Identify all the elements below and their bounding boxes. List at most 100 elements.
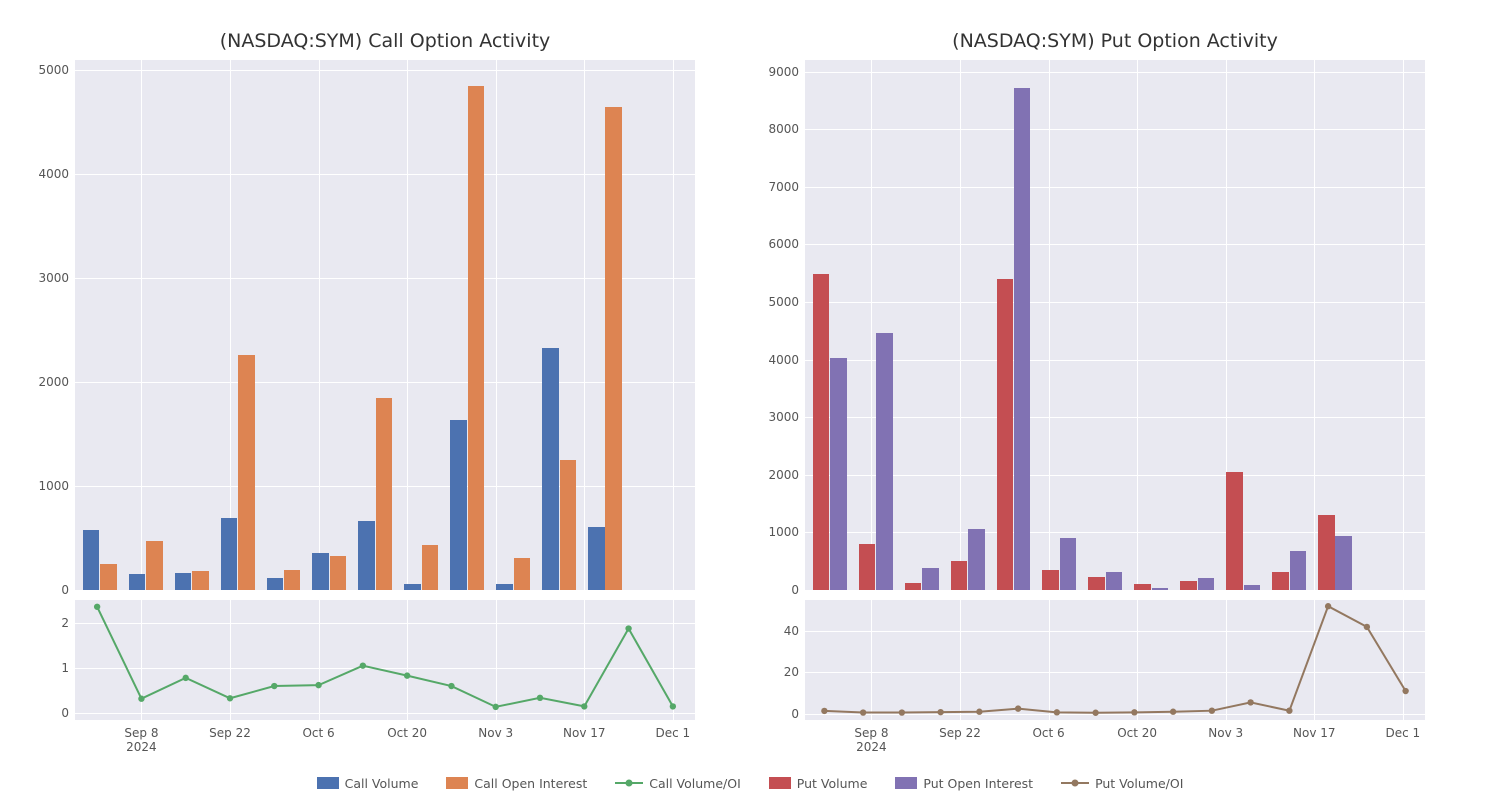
bar bbox=[468, 86, 485, 590]
bar bbox=[1152, 588, 1169, 590]
gridline bbox=[805, 417, 1425, 418]
bar bbox=[192, 571, 209, 590]
xtick-label: Nov 3 bbox=[478, 720, 513, 740]
bar bbox=[997, 279, 1014, 590]
legend-item: Call Volume bbox=[317, 776, 419, 791]
call-bar-panel: (NASDAQ:SYM) Call Option Activity 010002… bbox=[75, 60, 695, 590]
bar bbox=[1272, 572, 1289, 590]
bar bbox=[951, 561, 968, 590]
legend-label: Call Open Interest bbox=[474, 776, 587, 791]
line-layer bbox=[75, 600, 695, 720]
bar bbox=[1014, 88, 1031, 590]
ytick-label: 9000 bbox=[768, 65, 805, 79]
xtick-label: Dec 1 bbox=[656, 720, 691, 740]
bar bbox=[312, 553, 329, 590]
ytick-label: 7000 bbox=[768, 180, 805, 194]
legend-item: Call Volume/OI bbox=[615, 776, 741, 791]
bar bbox=[1106, 572, 1123, 590]
legend-swatch bbox=[317, 777, 339, 789]
ytick-label: 2 bbox=[61, 616, 75, 630]
xtick-label: Dec 1 bbox=[1386, 720, 1421, 740]
ytick-label: 5000 bbox=[38, 63, 75, 77]
bar bbox=[330, 556, 347, 590]
gridline bbox=[805, 360, 1425, 361]
gridline bbox=[407, 60, 408, 590]
bar bbox=[968, 529, 985, 590]
line-layer bbox=[805, 600, 1425, 720]
xtick-label: Sep 82024 bbox=[124, 720, 158, 754]
bar bbox=[376, 398, 393, 590]
bar bbox=[267, 578, 284, 590]
gridline bbox=[75, 382, 695, 383]
put-ratio-plot: 02040Sep 82024Sep 22Oct 6Oct 20Nov 3Nov … bbox=[805, 600, 1425, 720]
ytick-label: 4000 bbox=[768, 353, 805, 367]
legend-label: Put Volume bbox=[797, 776, 868, 791]
ytick-label: 5000 bbox=[768, 295, 805, 309]
legend-label: Put Volume/OI bbox=[1095, 776, 1183, 791]
ytick-label: 2000 bbox=[768, 468, 805, 482]
bar bbox=[1226, 472, 1243, 590]
gridline bbox=[805, 590, 1425, 591]
gridline bbox=[805, 244, 1425, 245]
bar bbox=[514, 558, 531, 590]
legend-swatch bbox=[769, 777, 791, 789]
ytick-label: 1000 bbox=[768, 525, 805, 539]
call-ratio-plot: 012Sep 82024Sep 22Oct 6Oct 20Nov 3Nov 17… bbox=[75, 600, 695, 720]
ytick-label: 2000 bbox=[38, 375, 75, 389]
bar bbox=[542, 348, 559, 590]
xtick-label: Oct 20 bbox=[1117, 720, 1157, 740]
gridline bbox=[805, 187, 1425, 188]
ytick-label: 4000 bbox=[38, 167, 75, 181]
bar bbox=[422, 545, 439, 590]
xtick-label: Oct 6 bbox=[1032, 720, 1064, 740]
bar bbox=[605, 107, 622, 590]
gridline bbox=[805, 72, 1425, 73]
bar bbox=[100, 564, 117, 590]
bar bbox=[496, 584, 513, 590]
gridline bbox=[141, 60, 142, 590]
gridline bbox=[805, 129, 1425, 130]
xtick-label: Oct 6 bbox=[302, 720, 334, 740]
bar bbox=[175, 573, 192, 590]
gridline bbox=[584, 60, 585, 590]
bar bbox=[588, 527, 605, 590]
ytick-label: 0 bbox=[61, 583, 75, 597]
put-ratio-panel: 02040Sep 82024Sep 22Oct 6Oct 20Nov 3Nov … bbox=[805, 600, 1425, 720]
legend-line-icon bbox=[615, 777, 643, 789]
ytick-label: 1 bbox=[61, 661, 75, 675]
xtick-label: Nov 17 bbox=[1293, 720, 1336, 740]
legend-label: Call Volume/OI bbox=[649, 776, 741, 791]
ytick-label: 8000 bbox=[768, 122, 805, 136]
ytick-label: 0 bbox=[791, 583, 805, 597]
ytick-label: 20 bbox=[784, 665, 805, 679]
call-title: (NASDAQ:SYM) Call Option Activity bbox=[75, 30, 695, 52]
gridline bbox=[75, 278, 695, 279]
gridline bbox=[805, 475, 1425, 476]
figure: (NASDAQ:SYM) Call Option Activity 010002… bbox=[0, 0, 1500, 800]
legend-swatch bbox=[895, 777, 917, 789]
gridline bbox=[75, 174, 695, 175]
gridline bbox=[673, 60, 674, 590]
legend-label: Put Open Interest bbox=[923, 776, 1033, 791]
bar bbox=[1180, 581, 1197, 590]
bar bbox=[1088, 577, 1105, 590]
legend-line-icon bbox=[1061, 777, 1089, 789]
gridline bbox=[1314, 60, 1315, 590]
gridline bbox=[230, 60, 231, 590]
put-bar-panel: (NASDAQ:SYM) Put Option Activity 0100020… bbox=[805, 60, 1425, 590]
xtick-label: Sep 82024 bbox=[854, 720, 888, 754]
bar bbox=[450, 420, 467, 590]
bar bbox=[876, 333, 893, 591]
bar bbox=[1244, 585, 1261, 590]
bar bbox=[830, 358, 847, 590]
legend: Call Volume Call Open Interest Call Volume… bbox=[0, 776, 1500, 793]
legend-item: Put Open Interest bbox=[895, 776, 1033, 791]
legend-label: Call Volume bbox=[345, 776, 419, 791]
xtick-label: Nov 3 bbox=[1208, 720, 1243, 740]
call-bar-plot: 010002000300040005000 bbox=[75, 60, 695, 590]
put-bar-plot: 0100020003000400050006000700080009000 bbox=[805, 60, 1425, 590]
legend-swatch bbox=[446, 777, 468, 789]
bar bbox=[1335, 536, 1352, 590]
bar bbox=[238, 355, 255, 590]
gridline bbox=[75, 70, 695, 71]
